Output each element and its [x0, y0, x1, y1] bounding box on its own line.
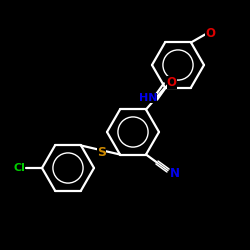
Text: O: O [205, 27, 215, 40]
Text: Cl: Cl [13, 163, 25, 173]
Text: N: N [170, 167, 180, 180]
Text: S: S [97, 146, 106, 160]
Text: O: O [166, 76, 176, 89]
Text: HN: HN [138, 93, 157, 103]
